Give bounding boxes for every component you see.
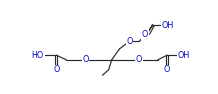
- Text: O: O: [82, 55, 89, 64]
- Text: O: O: [136, 55, 142, 64]
- Text: OH: OH: [162, 21, 174, 30]
- Text: O: O: [53, 65, 60, 74]
- Text: OH: OH: [177, 51, 189, 60]
- Text: HO: HO: [32, 51, 44, 60]
- Text: O: O: [164, 65, 170, 74]
- Text: O: O: [126, 37, 133, 46]
- Text: O: O: [141, 30, 148, 39]
